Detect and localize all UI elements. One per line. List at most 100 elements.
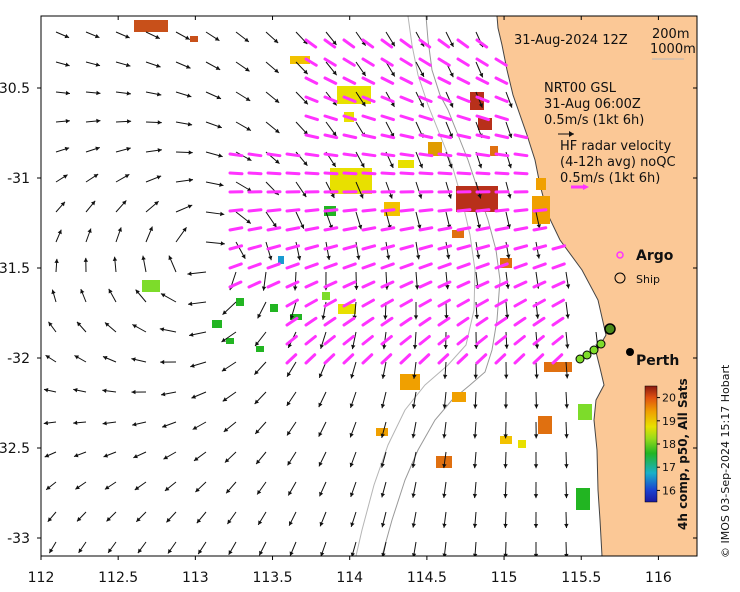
model-arrow-head (565, 314, 570, 319)
radar-vector (399, 171, 415, 176)
sst-patch (256, 346, 264, 352)
radar-vector (475, 280, 490, 289)
model-arrow-head (247, 187, 252, 192)
radar-vector (380, 244, 396, 251)
model-legend-title: NRT00 GSL (544, 81, 617, 96)
radar-vector (399, 244, 415, 251)
model-arrow-head (246, 156, 252, 161)
radar-vector (494, 133, 510, 140)
datetime-label: 31-Aug-2024 12Z (514, 33, 628, 48)
radar-vector (513, 133, 529, 140)
argo-marker[interactable] (604, 323, 616, 335)
radar-vector (304, 152, 320, 158)
radar-vector (323, 114, 338, 122)
radar-vector (266, 208, 282, 213)
model-arrow-head (127, 119, 132, 124)
model-arrow-head (78, 548, 83, 553)
y-tick-label: 32.5 (0, 441, 30, 457)
model-arrow-head (166, 517, 171, 523)
model-arrow-head (533, 464, 539, 469)
x-axis: 112 112.5 113 113.5 114 114.5 115 115.5 116 (28, 16, 672, 586)
model-arrow-head (411, 493, 416, 498)
radar-vector (437, 353, 450, 365)
radar-vector (228, 152, 244, 158)
model-arrow-head (185, 35, 190, 40)
radar-vector (323, 208, 339, 213)
radar-vector (456, 316, 470, 327)
radar-vector (494, 226, 510, 232)
model-arrow-head (104, 485, 110, 490)
radar-vector (323, 316, 337, 327)
radar-vector (437, 114, 452, 122)
radar-vector (323, 171, 339, 176)
radar-vector (513, 353, 526, 365)
radar-vector (304, 244, 320, 251)
model-arrow-head (131, 357, 136, 362)
model-arrow-head (125, 62, 131, 68)
sst-patch (212, 320, 222, 328)
argo-marker[interactable] (589, 345, 599, 355)
model-arrow-head (133, 454, 138, 459)
radar-vector (494, 298, 508, 308)
credit-text: © IMOS 03-Sep-2024 15:17 Hobart (719, 364, 732, 558)
sst-patch (322, 292, 330, 300)
radar-vector (361, 57, 375, 67)
radar-vector (513, 298, 527, 308)
radar-vector (304, 133, 320, 140)
radar-vector (399, 226, 415, 232)
radar-vector (437, 171, 453, 176)
radar-vector (513, 226, 529, 232)
radar-vector (361, 208, 377, 213)
sst-patch (576, 488, 590, 510)
model-arrow-head (244, 37, 249, 42)
model-arrow-head (564, 434, 569, 439)
radar-vector (475, 57, 489, 67)
model-arrow-head (286, 401, 291, 406)
model-arrow-head (187, 122, 193, 127)
model-arrow-head (417, 224, 422, 230)
radar-vector (228, 171, 244, 176)
model-arrow-head (124, 174, 130, 179)
hf-radar-legend-title: HF radar velocity (560, 139, 672, 154)
argo-marker[interactable] (596, 339, 606, 349)
sst-patch (337, 86, 371, 104)
model-arrow-head (479, 72, 484, 78)
radar-vector (247, 244, 263, 251)
model-arrow-head (449, 42, 454, 47)
sst-patch (278, 256, 284, 264)
model-arrow-head (331, 162, 336, 167)
model-arrow-head (155, 34, 160, 39)
radar-vector (285, 335, 298, 346)
y-tick-label: -31 (7, 171, 30, 187)
model-arrow-head (381, 522, 386, 528)
radar-vector (323, 226, 339, 232)
y-axis: 30.5 -31 31.5 -32 32.5 -33 (0, 81, 697, 547)
model-arrow-head (383, 315, 388, 320)
radar-vector (323, 353, 336, 365)
model-arrow-head (351, 344, 356, 350)
sst-patch (398, 160, 414, 168)
argo-marker[interactable] (582, 350, 592, 360)
model-arrow-head (473, 404, 478, 409)
model-arrow-head (51, 289, 56, 295)
x-tick-label: 112.5 (98, 570, 138, 586)
model-arrow-head (380, 433, 385, 438)
radar-vector (361, 152, 377, 158)
radar-vector (399, 335, 412, 346)
radar-vector (285, 262, 300, 270)
model-arrow-head (505, 284, 510, 289)
argo-marker[interactable] (575, 354, 585, 364)
radar-vector (399, 152, 415, 158)
model-arrow-head (74, 355, 80, 360)
x-tick-label: 114.5 (407, 570, 447, 586)
model-arrow-head (268, 255, 273, 261)
colorbar-tick-label: 20 (662, 392, 676, 405)
radar-vector (475, 226, 491, 232)
model-arrow-head (449, 102, 454, 108)
model-arrow-head (354, 285, 359, 290)
model-arrow-head (503, 404, 509, 409)
model-arrow-head (536, 254, 541, 259)
model-arrow-head (191, 394, 196, 399)
ship-legend-label: Ship (636, 273, 660, 286)
model-arrow-head (187, 271, 192, 276)
